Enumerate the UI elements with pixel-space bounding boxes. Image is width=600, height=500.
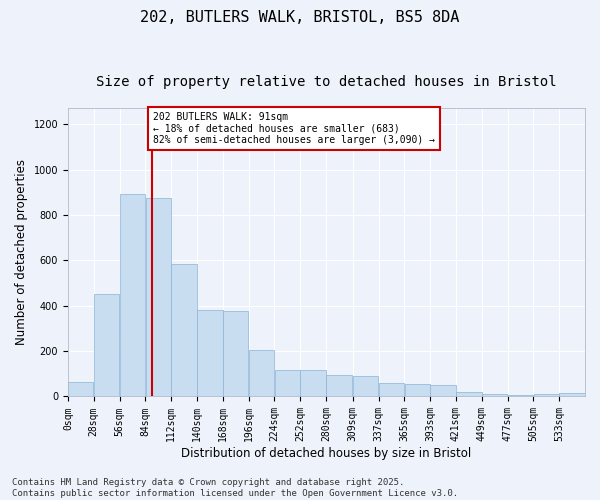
Y-axis label: Number of detached properties: Number of detached properties — [15, 160, 28, 346]
Bar — [533, 394, 559, 396]
Bar — [430, 385, 456, 396]
Bar — [68, 382, 94, 396]
Bar — [482, 394, 508, 396]
Text: 202, BUTLERS WALK, BRISTOL, BS5 8DA: 202, BUTLERS WALK, BRISTOL, BS5 8DA — [140, 10, 460, 25]
Bar — [146, 198, 171, 396]
Title: Size of property relative to detached houses in Bristol: Size of property relative to detached ho… — [96, 75, 557, 89]
Bar — [197, 310, 223, 396]
Bar — [275, 370, 300, 396]
Bar — [456, 392, 482, 396]
Bar — [404, 384, 430, 396]
Bar — [559, 393, 585, 396]
Text: 202 BUTLERS WALK: 91sqm
← 18% of detached houses are smaller (683)
82% of semi-d: 202 BUTLERS WALK: 91sqm ← 18% of detache… — [153, 112, 435, 145]
Bar — [172, 264, 197, 396]
Bar — [120, 194, 145, 396]
Bar — [94, 294, 119, 396]
Text: Contains HM Land Registry data © Crown copyright and database right 2025.
Contai: Contains HM Land Registry data © Crown c… — [12, 478, 458, 498]
Bar — [249, 350, 274, 397]
X-axis label: Distribution of detached houses by size in Bristol: Distribution of detached houses by size … — [181, 447, 472, 460]
Bar — [379, 383, 404, 396]
Bar — [326, 375, 352, 396]
Bar — [353, 376, 378, 396]
Bar — [223, 312, 248, 396]
Bar — [301, 370, 326, 396]
